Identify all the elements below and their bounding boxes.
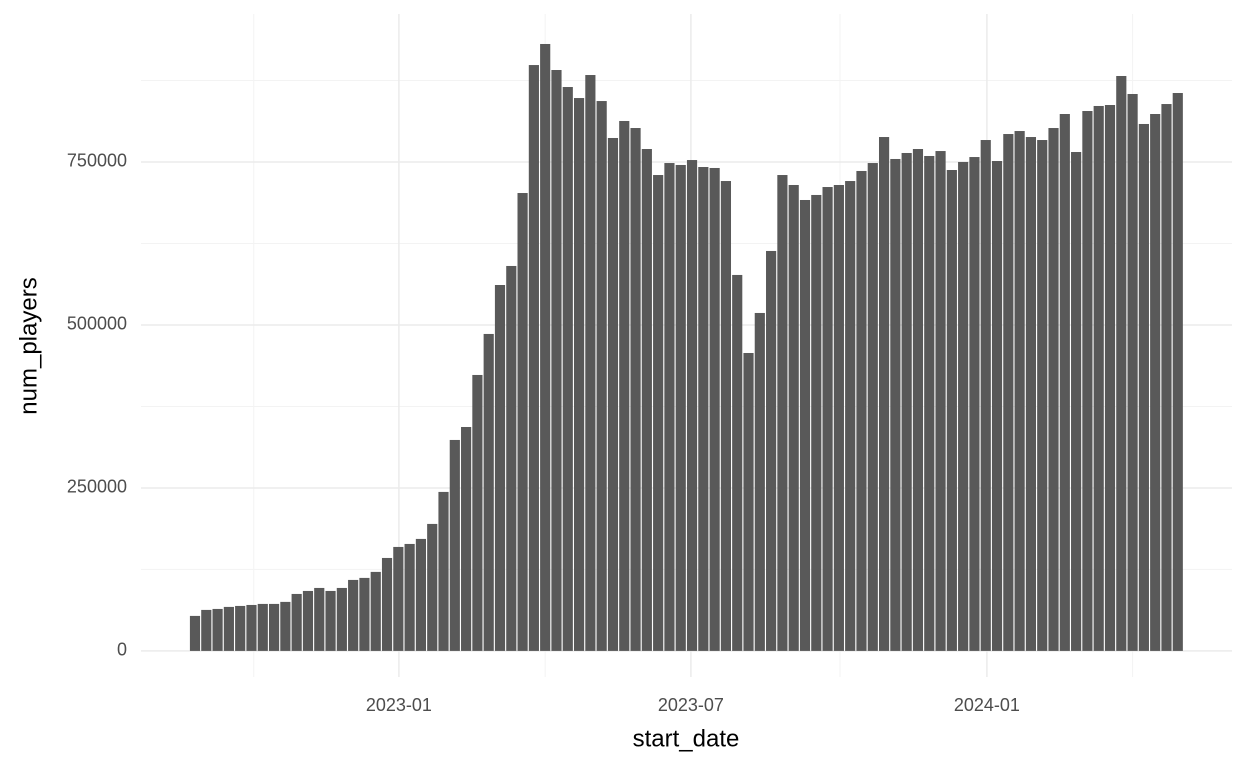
bar [291,593,302,651]
bar [1116,75,1127,651]
bar [890,158,901,651]
bar [506,265,517,651]
bar [268,603,280,651]
bar [630,128,641,651]
bar [314,587,325,651]
bar [901,152,912,651]
bar [1127,93,1138,651]
bar [1104,105,1116,651]
bar [246,604,257,651]
y-tick-label: 0 [117,640,127,660]
bar [336,587,347,651]
bar [1172,93,1183,651]
bar [348,579,359,651]
bar [766,250,777,651]
bar [551,69,562,651]
bar [1093,105,1104,651]
bar [799,199,811,651]
bar [1082,111,1093,651]
bar [189,615,201,651]
bar [991,161,1003,651]
bar [528,65,539,651]
bar [404,543,415,651]
bar [1037,140,1048,651]
x-tick-label: 2023-01 [366,695,432,715]
bar [607,137,619,651]
bar [494,285,506,651]
bar [573,98,585,651]
y-tick-label: 750000 [67,151,127,171]
bar [438,491,449,651]
bar [517,193,528,651]
bar [1150,114,1161,651]
bar [732,274,743,651]
bar [912,149,924,651]
bar [980,140,991,651]
bar [867,163,878,651]
bar [562,87,573,651]
y-tick-label: 250000 [67,477,127,497]
bar [540,43,551,651]
bar [619,120,630,651]
bar [325,590,336,651]
bar [754,312,765,651]
x-axis-title: start_date [633,725,740,752]
bar [878,137,890,651]
bar [1048,128,1059,651]
bar [472,374,483,651]
bar [1059,114,1070,651]
y-tick-label: 500000 [67,314,127,334]
bar [822,187,833,651]
bar [201,609,212,651]
bar [585,75,596,651]
bar [664,163,675,651]
bar [415,538,427,651]
bar [641,149,652,651]
bar [777,175,788,651]
bar [235,605,246,651]
bar [1014,131,1025,651]
bar [1003,134,1014,651]
bar [709,167,720,651]
bar [856,170,867,651]
bar [449,439,460,651]
bar [1071,152,1082,651]
bar [381,557,393,651]
bar [393,546,404,651]
bar [969,157,980,651]
bar [223,606,234,651]
bar [946,170,957,651]
bar [720,181,732,651]
bar [596,101,607,651]
bar [935,151,946,651]
bar [1025,137,1037,651]
bar [1138,123,1149,651]
bar [359,577,370,651]
bar [811,194,822,651]
bar [845,181,856,651]
bar [924,155,935,651]
bar [1161,104,1172,651]
bar [483,333,494,651]
bar [788,184,799,651]
bar [257,603,268,651]
bar [212,608,223,651]
bar [833,184,844,651]
bar [302,590,314,651]
y-axis-title: num_players [15,277,42,414]
x-tick-label: 2023-07 [658,695,724,715]
bar [653,175,664,651]
bar [743,352,754,651]
bar [280,601,291,651]
bar [675,164,686,651]
bar [461,426,472,651]
bar [958,161,969,651]
bar [370,571,381,651]
bar [698,167,709,651]
bar [686,160,698,651]
bar [427,523,438,651]
x-tick-label: 2024-01 [954,695,1020,715]
